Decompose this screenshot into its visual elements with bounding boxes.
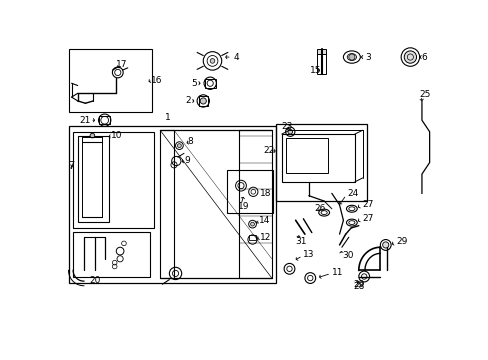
Text: 15: 15 bbox=[309, 66, 320, 75]
Text: 19: 19 bbox=[238, 202, 249, 211]
Text: 31: 31 bbox=[295, 237, 306, 246]
Circle shape bbox=[90, 133, 95, 138]
Text: 17: 17 bbox=[116, 60, 127, 69]
Circle shape bbox=[210, 59, 214, 63]
Bar bbox=[78, 136, 108, 222]
Bar bbox=[239, 130, 271, 278]
Text: 4: 4 bbox=[233, 53, 239, 62]
Text: 30: 30 bbox=[341, 251, 353, 260]
Text: 20: 20 bbox=[89, 276, 100, 285]
Circle shape bbox=[177, 144, 181, 148]
Text: 11: 11 bbox=[331, 268, 343, 277]
Bar bbox=[198, 96, 207, 105]
Text: 5: 5 bbox=[191, 79, 197, 88]
Bar bbox=[317, 54, 326, 74]
Text: 13: 13 bbox=[303, 251, 314, 260]
Circle shape bbox=[250, 222, 254, 226]
Bar bbox=[160, 130, 174, 278]
Text: 26: 26 bbox=[313, 204, 325, 213]
Text: 14: 14 bbox=[258, 216, 269, 225]
Text: 10: 10 bbox=[111, 131, 122, 140]
Circle shape bbox=[287, 130, 292, 134]
Text: 18: 18 bbox=[259, 189, 270, 198]
Text: 21: 21 bbox=[79, 116, 90, 125]
Text: 8: 8 bbox=[187, 137, 192, 146]
Bar bbox=[317, 49, 326, 54]
Text: 16: 16 bbox=[151, 76, 162, 85]
Bar bbox=[281, 134, 354, 182]
Bar bbox=[276, 124, 366, 201]
Text: 29: 29 bbox=[396, 237, 407, 246]
Text: 25: 25 bbox=[419, 90, 430, 99]
Bar bbox=[68, 49, 151, 112]
Text: 28: 28 bbox=[353, 282, 364, 291]
Bar bbox=[226, 170, 273, 213]
Text: 2: 2 bbox=[185, 96, 191, 105]
Text: 6: 6 bbox=[420, 53, 426, 62]
Text: 3: 3 bbox=[364, 53, 370, 62]
Bar bbox=[204, 78, 215, 88]
Text: 23: 23 bbox=[281, 122, 293, 131]
Text: 29: 29 bbox=[352, 280, 364, 289]
Circle shape bbox=[404, 51, 416, 63]
Circle shape bbox=[382, 242, 388, 248]
Bar bbox=[68, 126, 276, 283]
Bar bbox=[73, 132, 154, 228]
Bar bbox=[285, 138, 327, 172]
Text: 12: 12 bbox=[259, 233, 270, 242]
Bar bbox=[99, 116, 110, 124]
Text: 7: 7 bbox=[68, 161, 75, 171]
Circle shape bbox=[348, 54, 354, 60]
Text: 27: 27 bbox=[361, 214, 372, 223]
Circle shape bbox=[200, 98, 206, 104]
Text: 27: 27 bbox=[361, 201, 372, 210]
Text: 24: 24 bbox=[346, 189, 358, 198]
Text: 22: 22 bbox=[263, 147, 274, 156]
Text: 1: 1 bbox=[164, 113, 170, 122]
Bar bbox=[73, 232, 150, 276]
Bar bbox=[82, 142, 102, 217]
Bar bbox=[249, 235, 255, 239]
Text: 9: 9 bbox=[183, 156, 189, 165]
